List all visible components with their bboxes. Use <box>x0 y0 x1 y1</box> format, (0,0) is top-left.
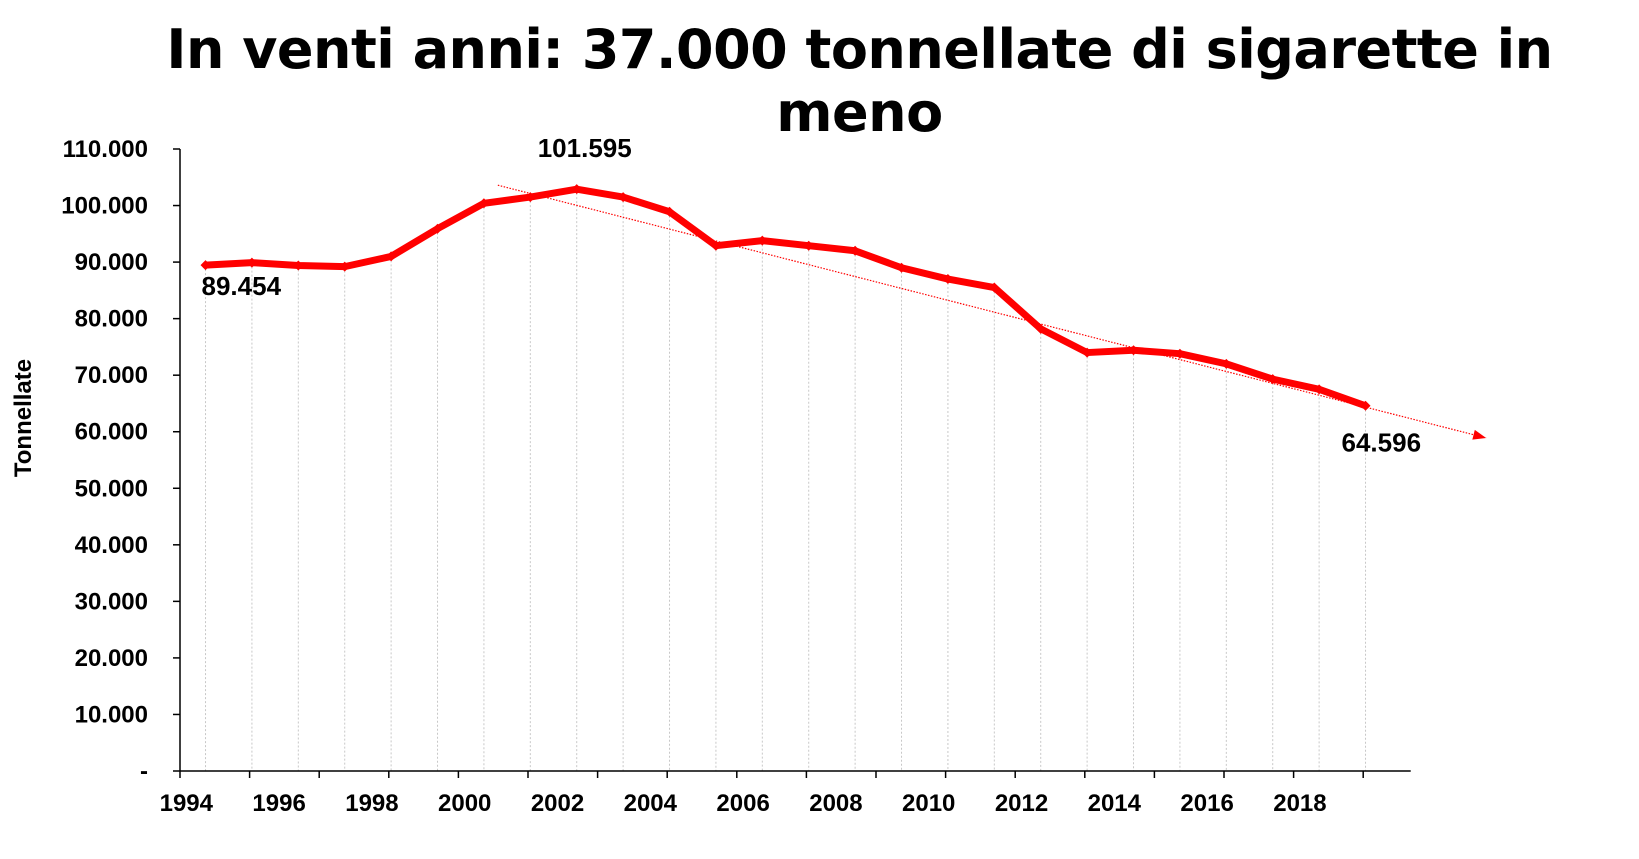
x-tick-label: 1994 <box>160 790 214 817</box>
data-point <box>1128 345 1139 356</box>
data-point <box>1267 374 1278 385</box>
y-axis-title: Tonnellate <box>10 359 37 477</box>
x-tick-label: 2006 <box>716 790 769 817</box>
trendline-layer <box>497 184 1487 440</box>
data-point <box>664 206 675 217</box>
x-tick-label: 2016 <box>1180 790 1233 817</box>
y-tick-label: 50.000 <box>75 475 148 502</box>
x-tick-label: 1998 <box>345 790 398 817</box>
data-point <box>618 192 629 203</box>
data-point <box>293 260 304 271</box>
trendline <box>497 184 1487 439</box>
x-tick-label: 2000 <box>438 790 491 817</box>
axes: - 10.000 20.000 30.000 40.000 50.000 60.000 70.… <box>10 136 1411 817</box>
x-tick-label: 2010 <box>902 790 955 817</box>
x-tick-label: 2002 <box>531 790 584 817</box>
data-point <box>1082 347 1093 358</box>
data-point <box>1035 323 1046 334</box>
data-point <box>386 251 397 262</box>
series-layer <box>200 184 1371 411</box>
x-tick-label: 2012 <box>995 790 1048 817</box>
data-point <box>432 223 443 234</box>
data-point <box>803 240 814 251</box>
data-point <box>200 260 211 271</box>
data-point <box>246 257 257 268</box>
series-line <box>202 185 1370 410</box>
data-point <box>525 192 536 203</box>
data-point <box>942 274 953 285</box>
x-tick-label: 2018 <box>1273 790 1326 817</box>
y-tick-label: 30.000 <box>75 588 148 615</box>
data-label: 64.596 <box>1342 428 1422 458</box>
x-tick-label: 1996 <box>252 790 305 817</box>
data-point <box>339 261 350 272</box>
data-point <box>571 184 582 195</box>
data-label: 89.454 <box>202 271 282 301</box>
y-tick-label: 60.000 <box>75 419 148 446</box>
y-tick-label: 10.000 <box>75 701 148 728</box>
x-tick-label: 2004 <box>624 790 678 817</box>
data-point <box>1221 358 1232 369</box>
vertical-gridlines <box>205 189 1367 771</box>
x-tick-label: 2014 <box>1088 790 1142 817</box>
data-point <box>1314 384 1325 395</box>
y-tick-label: 70.000 <box>75 362 148 389</box>
data-point <box>850 245 861 256</box>
data-point <box>1174 348 1185 359</box>
data-point <box>710 240 721 251</box>
y-tick-label: 110.000 <box>63 136 148 163</box>
y-tick-label: 100.000 <box>61 193 148 220</box>
data-point <box>989 282 1000 293</box>
data-point <box>478 198 489 209</box>
x-tick-label: 2008 <box>809 790 862 817</box>
chart-title: In venti anni: 37.000 tonnellate di siga… <box>166 18 1553 144</box>
label-layer: 89.454 101.595 64.596 <box>202 133 1422 458</box>
data-point <box>757 235 768 246</box>
y-tick-label: - <box>140 758 148 785</box>
data-point <box>896 262 907 273</box>
y-tick-label: 90.000 <box>75 249 148 276</box>
y-tick-label: 40.000 <box>75 532 148 559</box>
data-label: 101.595 <box>538 133 632 163</box>
y-tick-label: 80.000 <box>75 306 148 333</box>
data-point <box>1360 400 1371 411</box>
trendline-arrowhead <box>1472 429 1487 440</box>
y-tick-label: 20.000 <box>75 645 148 672</box>
